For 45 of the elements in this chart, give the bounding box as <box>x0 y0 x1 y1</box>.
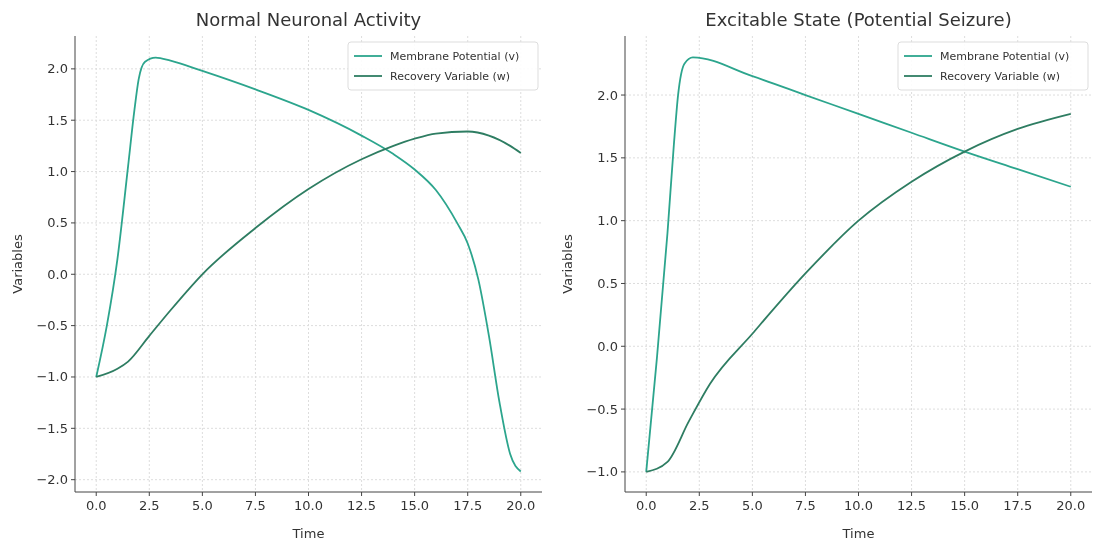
x-tick-label: 10.0 <box>844 498 873 513</box>
x-tick-label: 2.5 <box>688 498 710 513</box>
x-tick-label: 15.0 <box>400 498 430 513</box>
y-tick-label: 2.0 <box>597 87 618 103</box>
x-tick-label: 5.0 <box>742 498 763 513</box>
x-axis-title: Time <box>841 526 875 541</box>
y-tick-label: 1.0 <box>47 164 68 180</box>
line-series <box>95 130 522 378</box>
y-tick-label: 1.5 <box>597 150 618 166</box>
x-tick-label: 12.5 <box>897 498 927 513</box>
y-tick-label: 0.5 <box>597 275 618 291</box>
x-tick-label: 0.0 <box>85 498 107 513</box>
x-tick-label: 15.0 <box>950 498 980 513</box>
x-tick-label: 20.0 <box>1056 498 1086 513</box>
y-tick-label: −0.5 <box>586 401 618 417</box>
x-tick-label: 10.0 <box>294 498 323 513</box>
y-tick-label: −2.0 <box>36 472 68 488</box>
y-axis-title: Variables <box>10 234 25 294</box>
y-tick-label: 1.5 <box>47 112 68 128</box>
y-tick-label: 0.0 <box>47 266 68 282</box>
legend-label: Recovery Variable (w) <box>940 70 1061 83</box>
x-tick-label: 0.0 <box>635 498 657 513</box>
x-tick-label: 20.0 <box>506 498 536 513</box>
x-tick-label: 17.5 <box>453 498 483 513</box>
y-tick-label: −0.5 <box>36 318 68 334</box>
y-tick-label: 0.0 <box>597 338 618 354</box>
y-tick-label: −1.5 <box>36 420 68 436</box>
x-tick-label: 7.5 <box>795 498 816 513</box>
y-tick-label: 1.0 <box>597 213 618 229</box>
chart-title: Excitable State (Potential Seizure) <box>705 9 1012 30</box>
y-tick-label: 2.0 <box>47 61 68 77</box>
y-tick-label: 0.5 <box>47 215 68 231</box>
legend-label: Membrane Potential (v) <box>390 50 520 63</box>
x-axis-title: Time <box>291 526 325 541</box>
y-tick-label: −1.0 <box>586 464 618 480</box>
y-axis-title: Variables <box>560 234 575 294</box>
y-tick-label: −1.0 <box>36 369 68 385</box>
x-tick-label: 17.5 <box>1003 498 1033 513</box>
x-tick-label: 7.5 <box>245 498 266 513</box>
x-tick-label: 12.5 <box>347 498 377 513</box>
legend-label: Membrane Potential (v) <box>940 50 1070 63</box>
x-tick-label: 2.5 <box>138 498 160 513</box>
chart-title: Normal Neuronal Activity <box>195 9 422 30</box>
legend-label: Recovery Variable (w) <box>390 70 511 83</box>
x-tick-label: 5.0 <box>192 498 213 513</box>
